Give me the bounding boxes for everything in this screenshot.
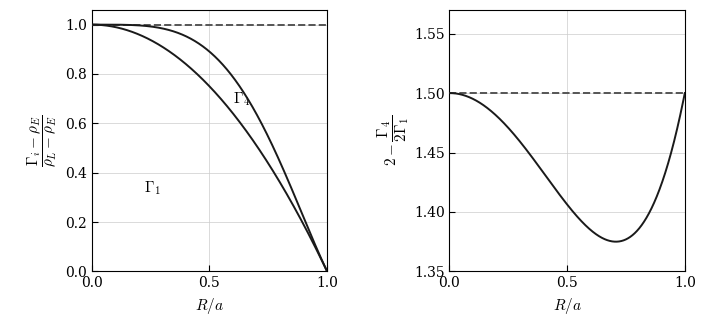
Y-axis label: $\dfrac{\Gamma_i - \rho_E}{\rho_L - \rho_E}$: $\dfrac{\Gamma_i - \rho_E}{\rho_L - \rho…	[26, 114, 59, 167]
Text: $\Gamma_1$: $\Gamma_1$	[143, 180, 160, 197]
Text: $\Gamma_4$: $\Gamma_4$	[233, 91, 250, 108]
X-axis label: $R/a$: $R/a$	[195, 296, 224, 316]
Y-axis label: $2 - \dfrac{\Gamma_4}{2\Gamma_1}$: $2 - \dfrac{\Gamma_4}{2\Gamma_1}$	[375, 115, 411, 166]
X-axis label: $R/a$: $R/a$	[553, 296, 582, 316]
